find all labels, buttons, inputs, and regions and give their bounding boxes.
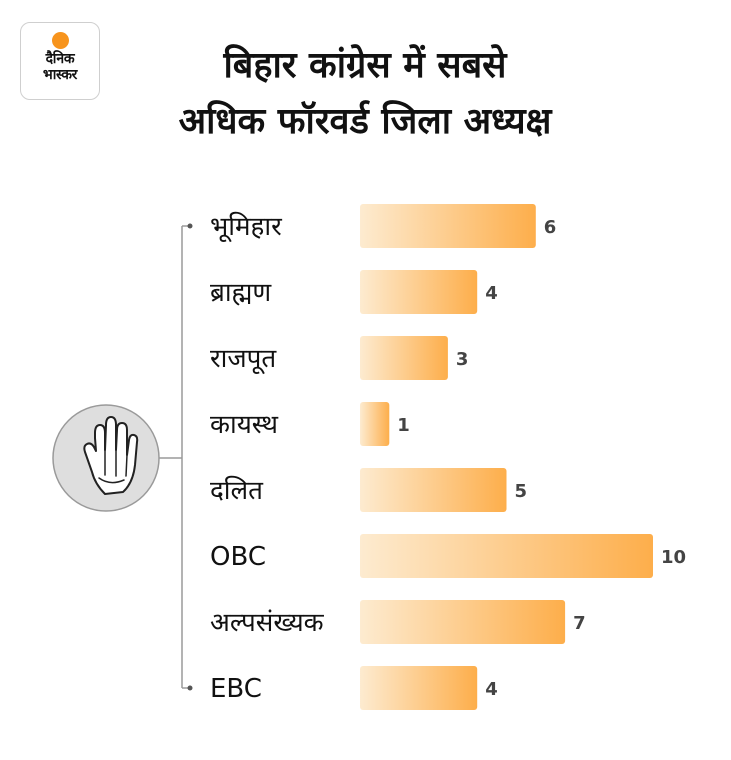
title-line2: अधिक फॉरवर्ड जिला अध्यक्ष	[178, 101, 552, 142]
value-label: 6	[544, 217, 557, 238]
bar	[360, 534, 653, 578]
connector-bottom-dot	[187, 685, 193, 691]
value-label: 5	[515, 481, 528, 502]
connector-top-dot	[187, 223, 193, 229]
value-label: 1	[397, 415, 410, 436]
category-label: दलित	[210, 475, 264, 506]
bar	[360, 204, 536, 248]
bar	[360, 270, 478, 314]
category-label: ब्राह्मण	[210, 278, 272, 308]
value-label: 4	[485, 283, 498, 304]
bar	[360, 666, 478, 710]
bar	[360, 468, 507, 512]
value-label: 10	[661, 547, 686, 568]
category-label: कायस्थ	[210, 410, 278, 440]
value-label: 3	[456, 349, 469, 370]
bars	[360, 204, 653, 710]
category-label: EBC	[210, 674, 262, 704]
logo-text-line1: दैनिक	[45, 51, 75, 67]
value-label: 4	[485, 679, 498, 700]
bar	[360, 402, 390, 446]
title-line1: बिहार कांग्रेस में सबसे	[223, 45, 507, 86]
party-emblem	[52, 404, 160, 512]
page-title: बिहार कांग्रेस में सबसे अधिक फॉरवर्ड जिल…	[110, 38, 620, 150]
connector-lines	[159, 223, 193, 691]
bar	[360, 600, 566, 644]
brand-logo: दैनिक भास्कर	[20, 22, 100, 100]
congress-hand-icon	[83, 416, 139, 495]
category-labels: भूमिहार ब्राह्मण राजपूत कायस्थ दलित OBC अल्पसं…	[210, 211, 325, 704]
category-label: राजपूत	[210, 344, 277, 375]
category-label: OBC	[210, 542, 266, 572]
sun-icon	[52, 32, 69, 49]
value-label: 7	[573, 613, 586, 634]
logo-text-line2: भास्कर	[42, 67, 78, 83]
category-label: भूमिहार	[210, 211, 283, 243]
bar	[360, 336, 448, 380]
value-labels: 6 4 3 1 5 10 7 4	[397, 217, 686, 700]
bar-chart: भूमिहार ब्राह्मण राजपूत कायस्थ दलित OBC अल्पसं…	[52, 204, 686, 710]
category-label: अल्पसंख्यक	[210, 608, 325, 638]
